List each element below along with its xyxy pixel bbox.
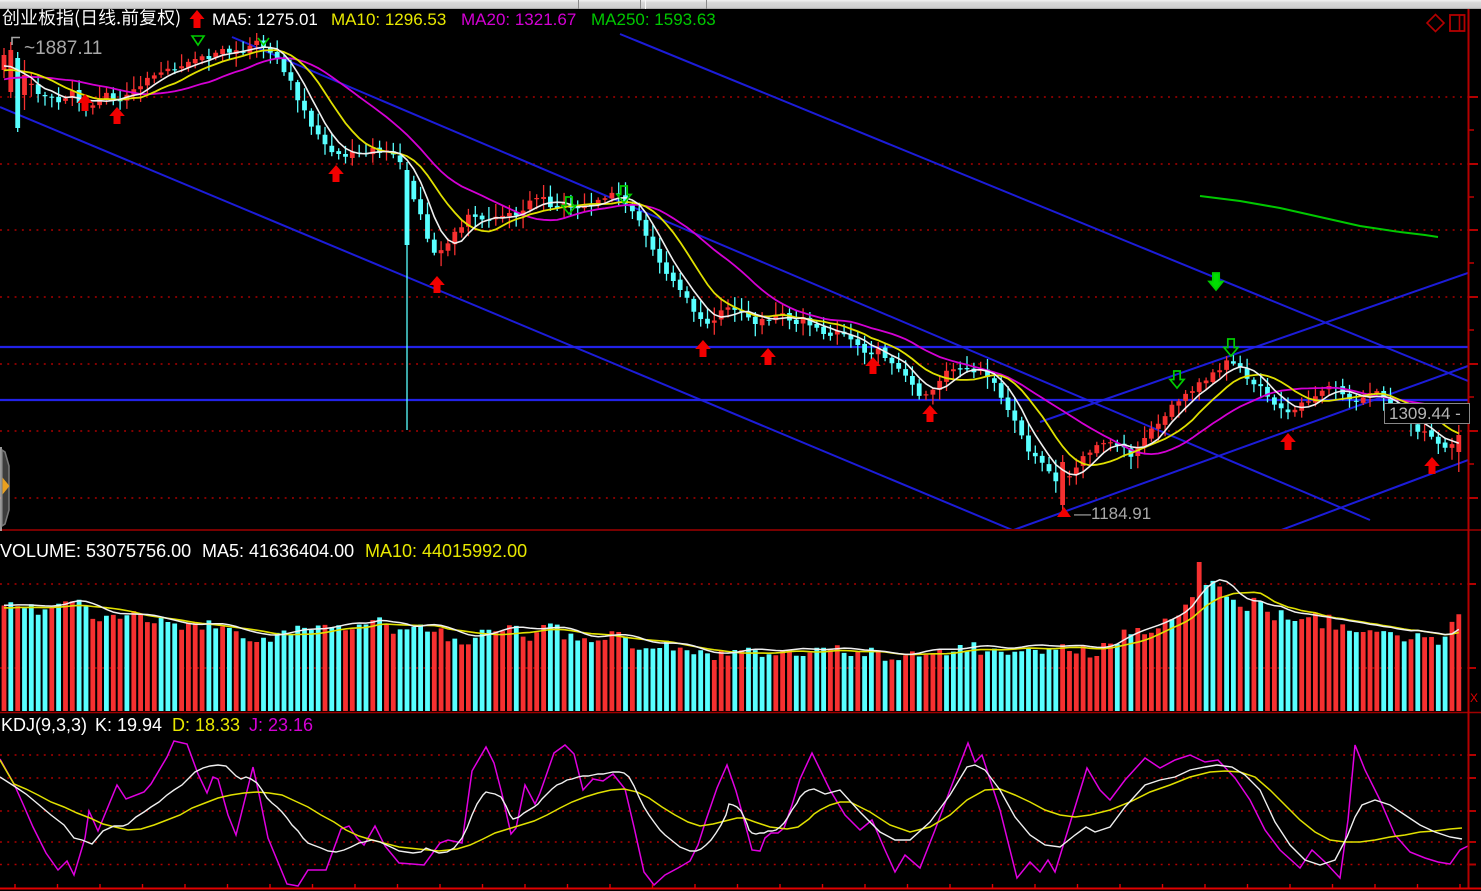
svg-text:X: X [1470,691,1478,705]
